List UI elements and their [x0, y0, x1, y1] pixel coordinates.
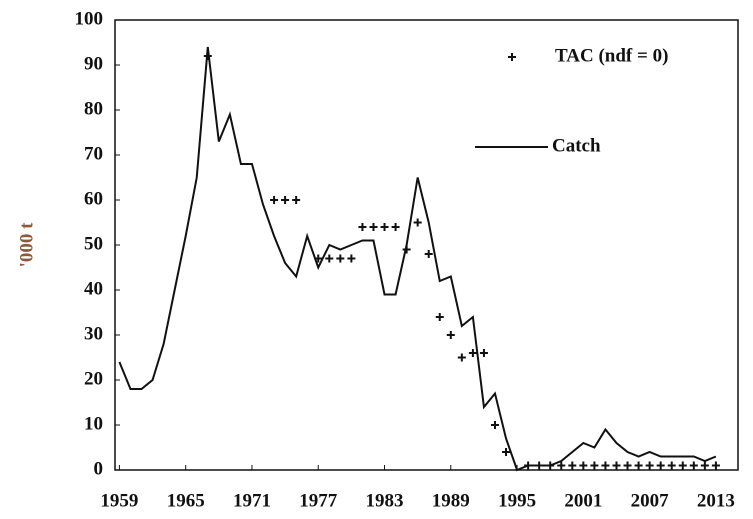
tac-marker — [590, 461, 599, 470]
tac-marker — [292, 196, 301, 204]
y-axis-label: '000 t — [16, 222, 37, 268]
legend-label: TAC (ndf = 0) — [555, 45, 668, 66]
y-tick-label: 30 — [84, 323, 103, 344]
x-tick-label: 1977 — [299, 490, 338, 511]
x-tick-label: 2001 — [564, 490, 602, 511]
tac-marker — [435, 313, 444, 321]
tac-marker — [678, 461, 687, 470]
x-tick-label: 1965 — [167, 490, 205, 511]
tac-marker — [391, 223, 400, 231]
x-tick-label: 2013 — [697, 490, 735, 511]
tac-marker — [369, 223, 378, 231]
tac-marker — [281, 196, 290, 204]
tac-marker — [325, 254, 334, 263]
y-tick-label: 50 — [84, 233, 103, 254]
tac-marker — [446, 331, 455, 339]
tac-marker — [314, 254, 323, 263]
tac-marker — [557, 461, 566, 470]
tac-marker — [568, 461, 577, 470]
tac-marker — [546, 461, 555, 470]
tac-marker — [711, 461, 720, 470]
y-tick-label: 70 — [84, 143, 103, 164]
y-tick-label: 90 — [84, 53, 103, 74]
y-tick-label: 80 — [84, 98, 103, 119]
tac-marker — [203, 52, 212, 60]
y-tick-label: 40 — [84, 278, 103, 299]
legend-label: Catch — [552, 135, 601, 156]
y-tick-label: 60 — [84, 188, 103, 209]
tac-marker — [358, 223, 367, 231]
x-tick-label: 2007 — [631, 490, 670, 511]
tac-marker — [402, 245, 411, 254]
legend-marker — [508, 53, 516, 61]
tac-marker — [524, 461, 533, 470]
tac-marker — [336, 254, 345, 263]
x-tick-label: 1989 — [432, 490, 470, 511]
tac-marker — [601, 461, 610, 470]
x-tick-label: 1983 — [366, 490, 404, 511]
tac-marker — [270, 196, 279, 204]
y-tick-label: 10 — [84, 413, 103, 434]
tac-marker — [656, 461, 665, 470]
tac-marker — [380, 223, 389, 231]
tac-marker — [645, 461, 654, 470]
tac-marker — [689, 461, 698, 470]
tac-marker — [634, 461, 643, 470]
tac-marker — [490, 421, 499, 429]
tac-marker — [700, 461, 709, 470]
x-tick-label: 1959 — [100, 490, 138, 511]
tac-marker — [468, 349, 477, 357]
y-tick-label: 100 — [75, 8, 104, 29]
tac-marker — [457, 353, 466, 362]
tac-marker — [612, 461, 621, 470]
x-tick-label: 1971 — [233, 490, 271, 511]
catch-line — [118, 46, 717, 472]
tac-marker — [623, 461, 632, 470]
plot-frame — [114, 19, 739, 471]
y-tick-label: 20 — [84, 368, 103, 389]
tac-marker — [479, 349, 488, 357]
tac-marker — [535, 461, 544, 470]
y-tick-label: 0 — [94, 458, 104, 479]
tac-marker — [413, 218, 422, 227]
tac-marker — [424, 250, 433, 258]
tac-marker — [502, 448, 511, 456]
tac-marker — [347, 254, 356, 263]
tac-marker — [579, 461, 588, 470]
tac-marker — [667, 461, 676, 470]
x-tick-label: 1995 — [498, 490, 536, 511]
